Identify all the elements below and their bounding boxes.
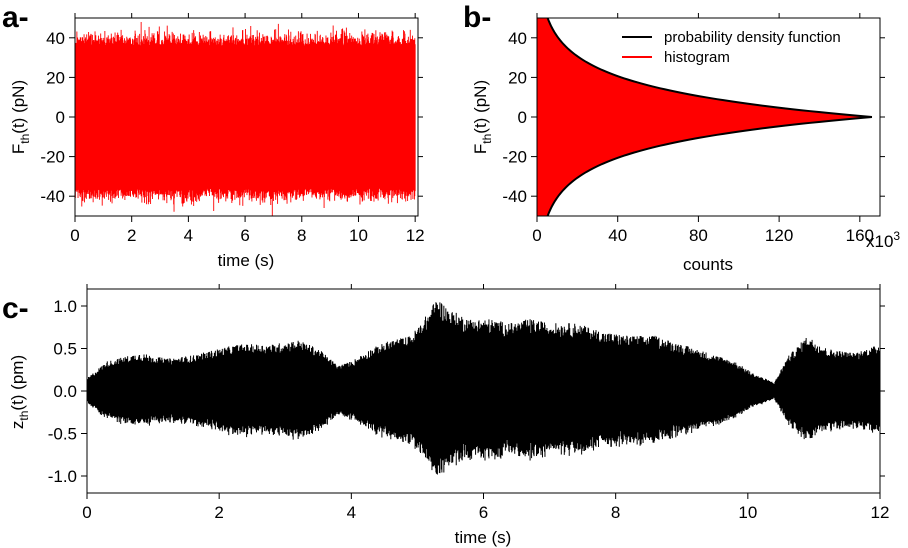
panel-a-y-tick-label: 20 (46, 68, 65, 87)
legend-label-histogram: histogram (664, 49, 730, 66)
panel-b-x-multiplier: x103 (866, 229, 900, 251)
legend-label-pdf: probability density function (664, 29, 841, 46)
panel-b-x-multiplier-exp: 3 (893, 229, 900, 243)
panel-a-y-tick-label: -20 (40, 148, 65, 167)
panel-a-x-label: time (s) (218, 251, 275, 270)
panel-a-x-tick-label: 8 (297, 226, 306, 245)
panel-c-y-label-main: z (8, 421, 27, 430)
panel-a-y-label: Fth(t) (pN) (9, 80, 32, 154)
panel-c-x-tick-label: 4 (347, 503, 356, 522)
panel-a-y-tick-label: 40 (46, 29, 65, 48)
panel-b-x-tick-label: 0 (532, 226, 541, 245)
panel-a-x-tick-label: 2 (127, 226, 136, 245)
panel-b-label: b- (463, 1, 491, 34)
panel-b-x-tick-label: 120 (765, 226, 793, 245)
panel-a-y-label-main: F (9, 144, 28, 154)
panel-b-x-label: counts (683, 255, 733, 274)
panel-c-y-tick-label: 0.0 (53, 382, 77, 401)
panel-b-x-tick-label: 160 (846, 226, 874, 245)
panel-a-x-tick-label: 6 (240, 226, 249, 245)
panel-c-x-tick-label: 10 (738, 503, 757, 522)
panel-b-y-ticks: -40 -20 0 20 40 (502, 29, 885, 206)
panel-b-legend: probability density function histogram (622, 29, 841, 66)
panel-b-histogram (537, 18, 872, 216)
panel-c-y-tick-label: 1.0 (53, 297, 77, 316)
panel-b-x-ticks: 0 40 80 120 160 (532, 13, 874, 245)
panel-b-y-tick-label: 20 (508, 68, 527, 87)
panel-c-x-tick-label: 0 (82, 503, 91, 522)
panel-b-y-label: Fth(t) (pN) (471, 80, 494, 154)
panel-c-label: c- (2, 292, 29, 325)
panel-b-y-tick-label: 0 (518, 108, 527, 127)
panel-c-trace (86, 302, 881, 475)
panel-a-y-label-rest: (t) (pN) (9, 80, 28, 134)
panel-b-y-tick-label: 40 (508, 29, 527, 48)
panel-c: c- 0 2 4 6 8 10 12 -1.0-0.50.00.51.0 time (s) … (2, 284, 889, 547)
panel-b-y-label-sub: th (480, 134, 494, 144)
panel-a-trace (74, 21, 416, 216)
panel-a-x-tick-label: 0 (70, 226, 79, 245)
panel-b-x-tick-label: 40 (608, 226, 627, 245)
panel-a: a- 0 2 4 6 8 10 12 -40 -20 0 20 40 time (s) Fth(t)… (2, 1, 425, 270)
panel-c-y-label-rest: (t) (pm) (8, 355, 27, 411)
panel-b-y-tick-label: -20 (502, 148, 527, 167)
panel-c-x-tick-label: 6 (479, 503, 488, 522)
panel-b-pdf-curve (546, 17, 873, 217)
panel-b-y-label-rest: (t) (pN) (471, 80, 490, 134)
panel-a-x-tick-label: 10 (349, 226, 368, 245)
panel-b-histogram-area (537, 18, 872, 216)
panel-a-y-tick-label: -40 (40, 187, 65, 206)
panel-c-y-tick-label: 0.5 (53, 340, 77, 359)
panel-a-y-tick-label: 0 (56, 108, 65, 127)
panel-a-x-tick-label: 4 (184, 226, 193, 245)
panel-a-trace-series (74, 21, 416, 216)
panel-c-y-label: zth(t) (pm) (8, 355, 31, 429)
panel-b-x-multiplier-base: x10 (866, 232, 893, 251)
panel-c-x-tick-label: 8 (611, 503, 620, 522)
panel-a-y-label-sub: th (18, 134, 32, 144)
panel-c-x-tick-label: 12 (871, 503, 890, 522)
panel-a-label: a- (2, 1, 29, 34)
panel-c-x-label: time (s) (455, 528, 512, 547)
panel-c-y-ticks: -1.0 -0.5 0.0 0.5 1.0 (48, 297, 885, 486)
panel-a-x-ticks: 0 2 4 6 8 10 12 (70, 13, 425, 245)
panel-b-y-tick-label: -40 (502, 187, 527, 206)
panel-c-y-tick-label: -0.5 (48, 425, 77, 444)
panel-c-y-label-sub: th (17, 411, 31, 421)
panel-a-y-ticks: -40 -20 0 20 40 (40, 29, 423, 206)
panel-c-x-tick-label: 2 (214, 503, 223, 522)
panel-b-y-label-main: F (471, 144, 490, 154)
panel-c-y-tick-label: -1.0 (48, 467, 77, 486)
panel-b-x-tick-label: 80 (689, 226, 708, 245)
panel-c-trace-series (86, 302, 881, 475)
panel-c-x-ticks: 0 2 4 6 8 10 12 (82, 284, 889, 522)
panel-a-x-tick-label: 12 (406, 226, 425, 245)
panel-b: b- 0 40 80 120 160 -40 -20 0 20 40 x103 counts F… (463, 1, 900, 274)
